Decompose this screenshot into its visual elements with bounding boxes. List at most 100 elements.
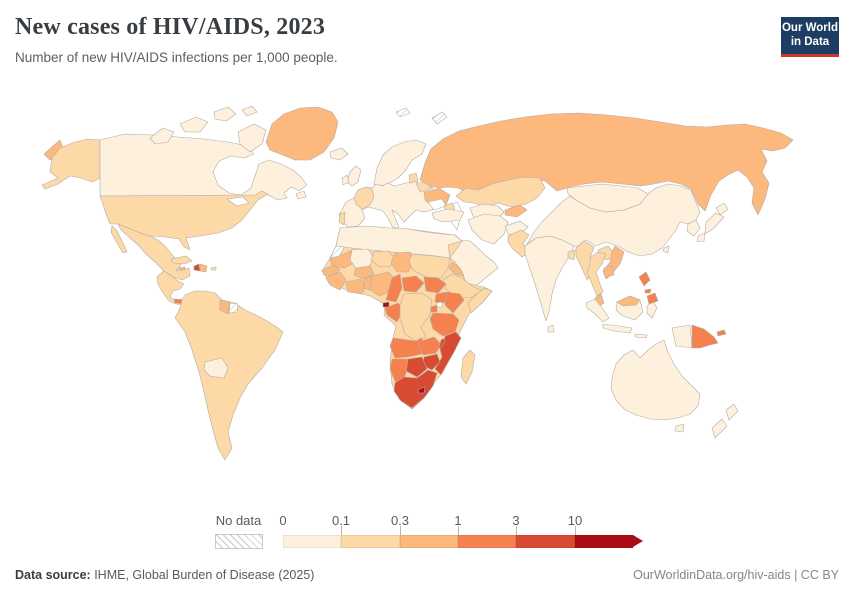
legend-segment-3[interactable] — [400, 535, 458, 548]
region-arctic-island[interactable] — [149, 127, 175, 145]
region-niger[interactable] — [370, 250, 396, 268]
region-japan-honshu[interactable] — [704, 212, 725, 235]
region-mozambique[interactable] — [434, 331, 462, 376]
region-madagascar[interactable] — [460, 349, 476, 385]
region-philippines-mindanao[interactable] — [646, 292, 659, 305]
region-novaya-zemlya[interactable] — [431, 111, 448, 125]
region-newfoundland[interactable] — [295, 190, 307, 200]
legend-tick-3: 3 — [512, 513, 520, 528]
region-malaysia-borneo[interactable] — [616, 295, 641, 307]
region-svalbard[interactable] — [395, 107, 411, 118]
page-title: New cases of HIV/AIDS, 2023 — [15, 14, 326, 40]
region-south-africa[interactable] — [393, 369, 438, 409]
no-data-swatch[interactable] — [215, 534, 263, 549]
legend-segment-4[interactable] — [458, 535, 516, 548]
region-mongolia[interactable] — [566, 183, 649, 213]
region-greenland[interactable] — [265, 106, 339, 161]
owid-logo-line2: in Data — [790, 35, 830, 48]
legend-segment-1[interactable] — [283, 535, 341, 548]
legend-segment-6[interactable] — [575, 535, 633, 548]
region-cameroon[interactable] — [385, 273, 403, 303]
footer: Data source: IHME, Global Burden of Dise… — [15, 568, 839, 582]
region-java[interactable] — [602, 323, 633, 334]
region-puerto-rico[interactable] — [210, 266, 217, 271]
region-rwanda-burundi[interactable] — [430, 304, 438, 313]
region-new-zealand-south[interactable] — [711, 418, 728, 439]
region-tanzania[interactable] — [429, 312, 460, 337]
region-canada[interactable] — [99, 133, 308, 201]
region-arctic-island[interactable] — [179, 116, 209, 133]
region-japan-kyushu[interactable] — [696, 232, 706, 243]
region-mexico[interactable] — [117, 223, 191, 281]
region-india[interactable] — [524, 235, 575, 322]
region-equatorial-guinea[interactable] — [382, 301, 390, 308]
region-somalia[interactable] — [467, 287, 493, 314]
region-guinea[interactable] — [325, 271, 347, 291]
region-alaska[interactable] — [41, 138, 101, 190]
region-thailand[interactable] — [586, 251, 607, 297]
region-south-sudan[interactable] — [423, 276, 447, 294]
region-uganda[interactable] — [434, 291, 448, 304]
region-dr-congo[interactable] — [399, 292, 433, 342]
region-ireland[interactable] — [341, 174, 350, 186]
region-philippines-luzon[interactable] — [638, 271, 651, 287]
region-kenya[interactable] — [444, 291, 465, 314]
data-source-label: Data source: — [15, 568, 91, 582]
region-dominican-republic[interactable] — [199, 263, 208, 273]
region-philippines-visayas[interactable] — [644, 288, 652, 294]
region-kyrgyzstan[interactable] — [504, 204, 528, 218]
region-lesotho[interactable] — [417, 386, 426, 394]
region-baja-california[interactable] — [110, 225, 128, 254]
region-ivory-coast-ghana[interactable] — [345, 278, 367, 295]
region-eritrea[interactable] — [448, 261, 465, 277]
region-cuba[interactable] — [170, 255, 193, 265]
owid-logo[interactable]: Our World in Data — [781, 17, 839, 57]
region-iran[interactable] — [467, 213, 509, 245]
region-taiwan[interactable] — [662, 245, 670, 254]
region-papua-new-guinea[interactable] — [691, 324, 719, 349]
region-turkey[interactable] — [431, 208, 465, 223]
legend-segment-2[interactable] — [341, 535, 400, 548]
region-portugal[interactable] — [338, 211, 346, 226]
legend-tickmark — [575, 526, 576, 535]
region-burkina-faso[interactable] — [353, 265, 375, 280]
region-central-america[interactable] — [156, 270, 187, 306]
region-new-zealand-north[interactable] — [725, 403, 739, 421]
region-senegal[interactable] — [321, 264, 341, 277]
region-guyana[interactable] — [219, 299, 231, 315]
footer-link[interactable]: OurWorldinData.org/hiv-aids | CC BY — [633, 568, 839, 582]
region-jamaica[interactable] — [178, 266, 186, 271]
region-sudan[interactable] — [408, 253, 451, 279]
region-baltics[interactable] — [408, 172, 419, 184]
region-sri-lanka[interactable] — [547, 324, 555, 333]
region-indonesian-papua[interactable] — [671, 324, 693, 349]
region-angola[interactable] — [389, 337, 425, 359]
region-bangladesh[interactable] — [567, 249, 576, 261]
region-arctic-island[interactable] — [241, 105, 258, 117]
region-korea[interactable] — [686, 219, 701, 237]
region-new-britain[interactable] — [716, 329, 727, 337]
region-bolivia[interactable] — [203, 357, 229, 379]
region-japan-hokkaido[interactable] — [715, 202, 729, 216]
region-australia[interactable] — [610, 339, 701, 421]
region-haiti[interactable] — [193, 263, 201, 272]
region-central-african-republic[interactable] — [401, 275, 425, 293]
region-france[interactable] — [353, 186, 375, 210]
region-suriname[interactable] — [228, 302, 239, 314]
region-sulawesi[interactable] — [646, 300, 658, 319]
region-iceland[interactable] — [329, 147, 349, 161]
region-united-kingdom[interactable] — [346, 165, 362, 187]
region-tasmania[interactable] — [674, 423, 685, 433]
region-arctic-island[interactable] — [237, 123, 267, 153]
legend-segment-5[interactable] — [516, 535, 575, 548]
region-south-america[interactable] — [174, 290, 284, 461]
legend-tickmark — [516, 526, 517, 535]
region-usa[interactable] — [99, 190, 269, 251]
region-cambodia[interactable] — [603, 265, 615, 278]
region-sumatra[interactable] — [585, 298, 610, 323]
region-lesser-sunda[interactable] — [634, 333, 648, 339]
region-arctic-island[interactable] — [213, 106, 237, 122]
region-chad[interactable] — [390, 251, 415, 273]
region-scandinavia[interactable] — [373, 139, 427, 187]
region-zambia[interactable] — [417, 336, 442, 356]
